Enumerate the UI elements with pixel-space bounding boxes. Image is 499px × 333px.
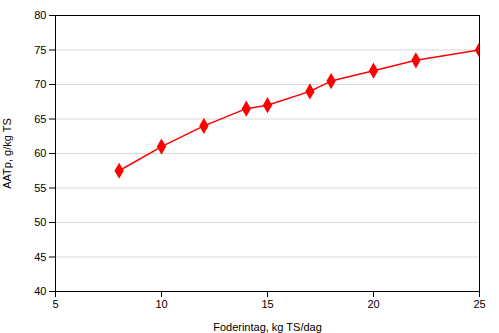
svg-text:50: 50 [34, 216, 46, 228]
svg-text:25: 25 [473, 298, 485, 310]
svg-text:AATp, g/kg TS: AATp, g/kg TS [1, 118, 13, 189]
svg-text:5: 5 [52, 298, 58, 310]
svg-text:45: 45 [34, 251, 46, 263]
svg-text:80: 80 [34, 9, 46, 21]
svg-text:15: 15 [261, 298, 273, 310]
svg-text:Foderintag, kg TS/dag: Foderintag, kg TS/dag [213, 321, 322, 333]
svg-text:70: 70 [34, 78, 46, 90]
svg-text:65: 65 [34, 113, 46, 125]
svg-text:10: 10 [155, 298, 167, 310]
svg-text:40: 40 [34, 285, 46, 297]
svg-text:75: 75 [34, 44, 46, 56]
svg-text:60: 60 [34, 147, 46, 159]
svg-text:55: 55 [34, 182, 46, 194]
svg-text:20: 20 [367, 298, 379, 310]
